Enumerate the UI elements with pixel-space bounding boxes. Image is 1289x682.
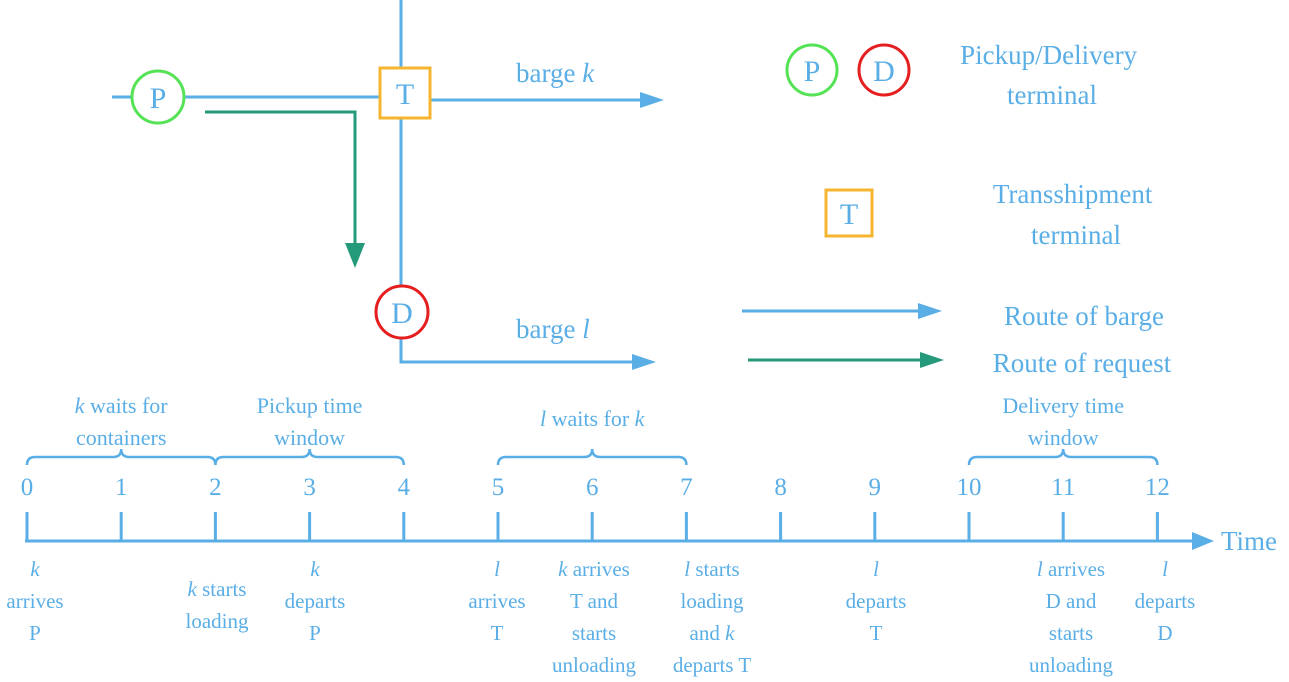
event-label: l starts loading and k departs T xyxy=(673,557,752,677)
pickup-terminal-label: P xyxy=(150,82,167,115)
time-brace xyxy=(967,448,1159,466)
delivery-terminal-label: D xyxy=(391,297,413,330)
tick-label: 2 xyxy=(209,474,222,501)
time-axis-arrowhead xyxy=(1192,532,1214,550)
event-label: l arrives T xyxy=(468,557,525,645)
event-label: l departs D xyxy=(1135,557,1196,645)
tick-label: 1 xyxy=(115,474,128,501)
barge-l-arrowhead xyxy=(632,354,656,370)
request-route-arrowhead xyxy=(345,243,365,268)
barge-k-arrowhead xyxy=(640,92,664,108)
tick-label: 6 xyxy=(586,474,599,501)
tick-label: 7 xyxy=(680,474,693,501)
tick-label: 4 xyxy=(398,474,411,501)
request-route-arrow xyxy=(205,110,357,245)
brace-layer: k waits for containers Pickup time window l … xyxy=(25,393,1159,466)
brace-label: l waits for k xyxy=(540,406,646,431)
legend-pickup-letter: P xyxy=(804,55,821,88)
time-brace xyxy=(25,448,217,466)
brace-label: k waits for containers xyxy=(75,393,169,450)
pickup-terminal-node xyxy=(130,69,186,125)
event-label: l departs T xyxy=(846,557,907,645)
transshipment-terminal-node xyxy=(378,66,432,120)
tick-label: 3 xyxy=(303,474,316,501)
legend-transshipment-icon xyxy=(824,188,874,238)
tick-label: 9 xyxy=(869,474,882,501)
barge-l-label: barge l xyxy=(516,314,590,344)
tick-label: 0 xyxy=(21,474,34,501)
transshipment-terminal-label: T xyxy=(396,78,414,111)
tick-layer: 0 1 2 3 4 5 6 7 8 9 10 11 12 xyxy=(21,474,1170,541)
legend-barge-route-arrowhead xyxy=(918,303,942,319)
event-label: k arrives P xyxy=(6,557,63,645)
delivery-terminal-node xyxy=(374,284,430,340)
tick-label: 8 xyxy=(774,474,787,501)
event-label: l arrives D and starts unloading xyxy=(1029,557,1113,677)
legend-delivery-letter: D xyxy=(873,55,895,88)
time-axis-label: Time xyxy=(1221,526,1277,556)
legend-delivery-icon xyxy=(857,43,911,97)
barge-l-arrow xyxy=(399,330,632,364)
tick-label: 11 xyxy=(1051,474,1075,501)
legend-barge-route-label: Route of barge xyxy=(1004,301,1164,331)
event-label: k departs P xyxy=(285,557,346,645)
barge-k-label: barge k xyxy=(516,58,595,88)
time-brace xyxy=(214,448,406,466)
event-label: k arrives T and starts unloading xyxy=(552,557,636,677)
tick-label: 12 xyxy=(1145,474,1170,501)
legend-transshipment-label: Transshipment terminal xyxy=(993,179,1159,250)
legend-transshipment-letter: T xyxy=(840,198,858,231)
legend-pd-label: Pickup/Delivery terminal xyxy=(960,40,1144,110)
legend-pickup-icon xyxy=(785,43,839,97)
tick-label: 10 xyxy=(957,474,982,501)
legend-request-route-label: Route of request xyxy=(993,348,1172,378)
brace-label: Pickup time window xyxy=(257,393,363,450)
event-layer: k arrives P k starts loading k departs P l arrive… xyxy=(6,557,1195,677)
event-label: k starts loading xyxy=(186,577,249,633)
time-brace xyxy=(496,448,688,466)
tick-label: 5 xyxy=(492,474,505,501)
legend-request-route-arrowhead xyxy=(920,352,944,368)
brace-label: Delivery time window xyxy=(1002,393,1124,450)
